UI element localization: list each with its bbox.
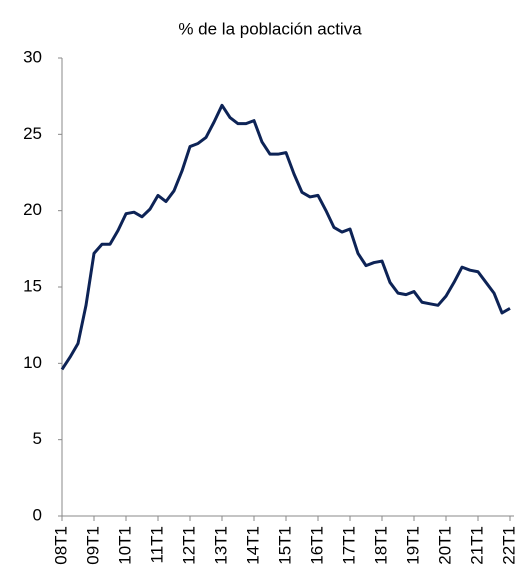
y-tick-label: 0 — [33, 505, 42, 524]
x-tick-label: 18T1 — [371, 526, 390, 565]
x-tick-label: 22T1 — [499, 526, 518, 565]
x-tick-label: 14T1 — [243, 526, 262, 565]
y-tick-label: 10 — [23, 353, 42, 372]
x-tick-label: 11T1 — [147, 526, 166, 564]
x-tick-label: 20T1 — [435, 526, 454, 565]
y-tick-label: 20 — [23, 200, 42, 219]
x-tick-label: 09T1 — [83, 526, 102, 565]
x-tick-label: 10T1 — [115, 526, 134, 565]
y-tick-label: 25 — [23, 124, 42, 143]
x-tick-label: 12T1 — [179, 526, 198, 565]
x-tick-label: 13T1 — [211, 526, 230, 565]
x-tick-label: 15T1 — [275, 526, 294, 565]
y-tick-label: 15 — [23, 276, 42, 295]
x-tick-label: 17T1 — [339, 526, 358, 565]
x-tick-label: 08T1 — [51, 526, 70, 565]
y-tick-label: 5 — [33, 429, 42, 448]
x-tick-label: 21T1 — [467, 526, 486, 565]
data-line — [60, 103, 511, 371]
x-tick-label: 16T1 — [307, 526, 326, 565]
chart-title: % de la población activa — [178, 19, 362, 38]
y-tick-label: 30 — [23, 47, 42, 66]
x-tick-label: 19T1 — [403, 526, 422, 565]
